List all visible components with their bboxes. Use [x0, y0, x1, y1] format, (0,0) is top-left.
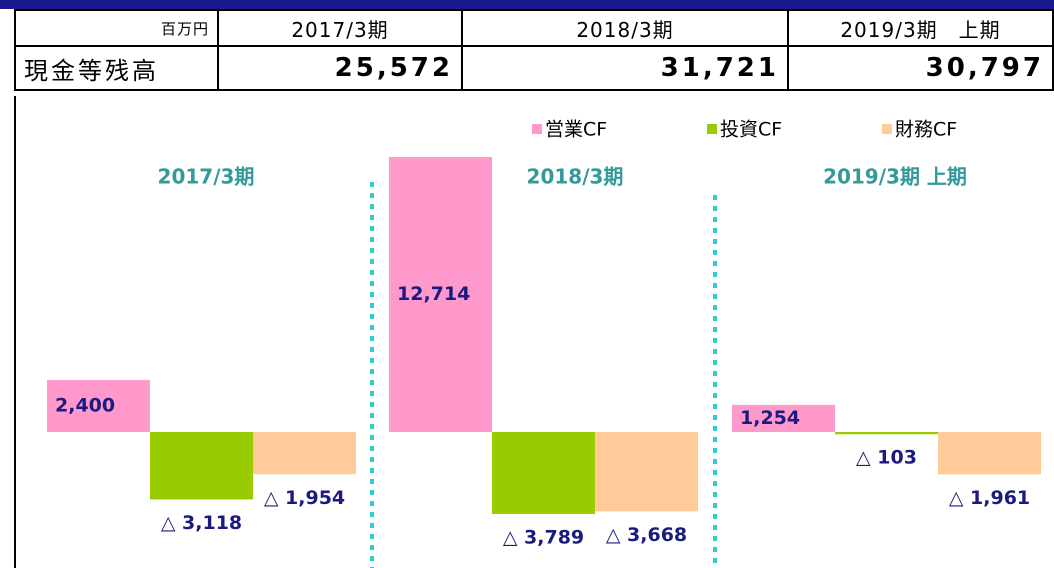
group-title: 2017/3期 — [158, 165, 255, 189]
row-label: 現金等残高 — [14, 45, 219, 91]
header-cell: 2019/3期 上期 — [787, 9, 1054, 47]
group-title: 2018/3期 — [527, 165, 624, 189]
cell: 25,572 — [217, 45, 463, 91]
legend-swatch — [882, 124, 892, 134]
top-bar — [0, 0, 1054, 9]
legend-swatch — [532, 124, 542, 134]
value-label: 1,254 — [740, 407, 800, 429]
header-row: 百万円 2017/3期 2018/3期 2019/3期 上期 — [14, 9, 1054, 47]
legend-label: 投資CF — [720, 119, 782, 141]
bar — [595, 432, 698, 512]
value-label: △ 3,668 — [606, 524, 687, 546]
group-title: 2019/3期 上期 — [823, 165, 967, 189]
legend-label: 営業CF — [545, 119, 607, 141]
bar — [150, 432, 253, 500]
bar — [253, 432, 356, 475]
bar — [47, 380, 150, 432]
value-label: 12,714 — [397, 283, 470, 305]
value-label: 2,400 — [55, 395, 115, 417]
data-row: 現金等残高 25,572 31,721 30,797 — [14, 45, 1054, 91]
bar — [938, 432, 1041, 475]
header-cell: 百万円 — [14, 9, 219, 47]
header-cell: 2017/3期 — [217, 9, 463, 47]
value-label: △ 1,954 — [264, 487, 345, 509]
value-label: △ 103 — [856, 447, 917, 469]
legend-label: 財務CF — [895, 119, 957, 141]
header-cell: 2018/3期 — [461, 9, 789, 47]
value-label: △ 3,118 — [161, 512, 242, 534]
value-label: △ 3,789 — [503, 526, 584, 548]
balance-table: 百万円 2017/3期 2018/3期 2019/3期 上期 現金等残高 25,… — [14, 9, 1054, 91]
bar — [492, 432, 595, 514]
bar — [389, 157, 492, 432]
bar — [732, 404, 835, 432]
bar — [835, 432, 938, 435]
cell: 30,797 — [787, 45, 1054, 91]
value-label: △ 1,961 — [949, 487, 1030, 509]
cell: 31,721 — [461, 45, 789, 91]
legend-swatch — [707, 124, 717, 134]
